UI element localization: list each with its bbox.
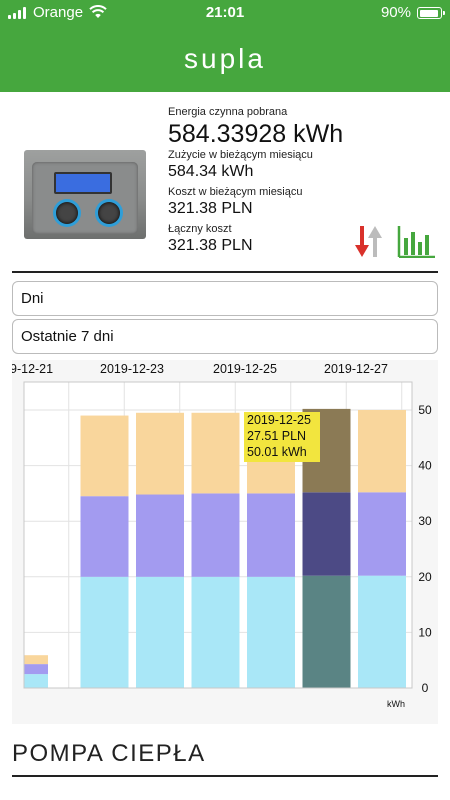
top-divider: [12, 271, 438, 273]
bar-segment: [358, 492, 406, 576]
bar-segment: [80, 576, 129, 688]
device-display: [54, 172, 112, 194]
bar-segment: [24, 655, 48, 665]
app-logo: supla: [184, 43, 266, 74]
device-knob-right: [98, 202, 120, 224]
bar-segment: [80, 415, 129, 497]
x-tick-label: 2019-12-27: [324, 362, 388, 376]
month-usage-label: Zużycie w bieżącym miesiącu: [168, 149, 313, 161]
total-cost-label: Łączny koszt: [168, 223, 232, 235]
y-tick-label: 10: [418, 625, 432, 639]
bar-segment: [302, 492, 351, 576]
month-cost-label: Koszt w bieżącym miesiącu: [168, 186, 303, 198]
tooltip-box: [244, 412, 320, 462]
bar-segment: [191, 493, 240, 577]
x-tick-label: 2019-12-25: [213, 362, 277, 376]
y-tick-label: 20: [418, 570, 432, 584]
range-select[interactable]: Ostatnie 7 dni: [12, 319, 438, 354]
chart-svg: 9-12-21 2019-12-23 2019-12-25 2019-12-27 0 10…: [12, 360, 438, 724]
y-tick-label: 30: [418, 514, 432, 528]
bottom-divider: [12, 775, 438, 777]
y-tick-label: 40: [418, 459, 432, 473]
bar-segment: [358, 575, 406, 688]
bar-segment: [136, 494, 184, 577]
bar-segment: [191, 412, 240, 494]
device-panel: [32, 162, 138, 234]
device-photo: [24, 150, 146, 239]
meter-info: Energia czynna pobrana 584.33928 kWh Zuż…: [168, 106, 343, 256]
bar-segment: [136, 576, 184, 688]
month-cost-value: 321.38 PLN: [168, 200, 253, 217]
y-tick-label: 0: [422, 681, 429, 695]
bar-segment: [80, 496, 129, 577]
bar-segment: [24, 674, 48, 688]
x-tick-label: 2019-12-23: [100, 362, 164, 376]
battery-percentage: 90%: [380, 4, 411, 21]
bar-segment: [302, 575, 351, 688]
energy-label: Energia czynna pobrana: [168, 106, 288, 118]
status-bar: Orange 21:01 90%: [0, 0, 450, 26]
clock: 21:01: [205, 4, 245, 21]
total-cost-value: 321.38 PLN: [168, 237, 253, 254]
bar-segment: [358, 410, 406, 493]
bar-segment: [136, 412, 184, 495]
bar-segment: [247, 576, 295, 688]
energy-chart[interactable]: 9-12-21 2019-12-23 2019-12-25 2019-12-27 0 10…: [12, 360, 438, 724]
bar-chart-icon[interactable]: [397, 226, 435, 258]
y-axis-unit-label: kWh: [387, 699, 405, 709]
tooltip-date: 2019-12-25: [247, 413, 311, 427]
wifi-icon: [89, 5, 107, 18]
signal-icon: [8, 7, 26, 19]
app-header: supla: [0, 26, 450, 92]
bar-segment: [191, 576, 240, 688]
bar-segment: [247, 493, 295, 577]
carrier-name: Orange: [33, 4, 84, 21]
battery-icon: [417, 7, 445, 19]
plot-border: [23, 381, 413, 689]
tooltip-energy: 50.01 kWh: [247, 445, 307, 459]
energy-value: 584.33928 kWh: [168, 120, 344, 148]
month-usage-value: 584.34 kWh: [168, 163, 254, 180]
tooltip-cost: 27.51 PLN: [247, 429, 306, 443]
section-title: POMPA CIEPŁA: [12, 740, 206, 767]
x-tick-label: 9-12-21: [12, 362, 53, 376]
bar-segment: [24, 664, 48, 675]
y-tick-label: 50: [418, 403, 432, 417]
arrows-up-down-icon[interactable]: [354, 224, 384, 258]
period-select[interactable]: Dni: [12, 281, 438, 316]
device-knob-left: [56, 202, 78, 224]
